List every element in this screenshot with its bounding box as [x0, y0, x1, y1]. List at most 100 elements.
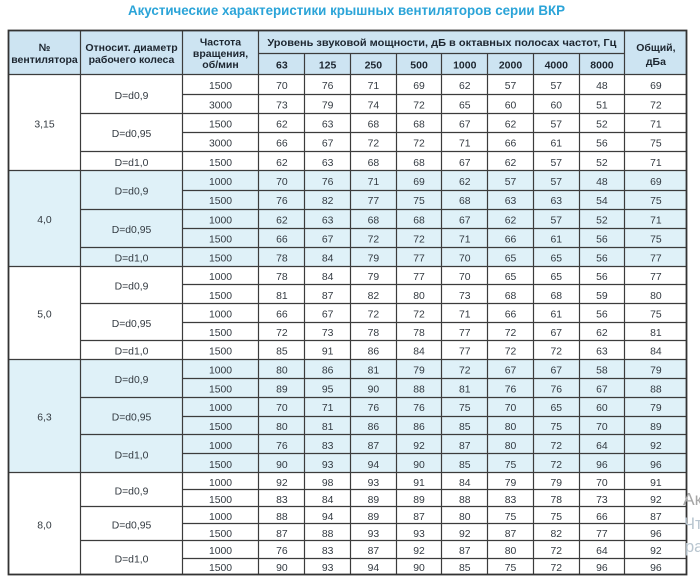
- svg-text:88: 88: [413, 384, 425, 395]
- svg-text:85: 85: [276, 347, 288, 358]
- svg-text:68: 68: [368, 158, 380, 169]
- svg-text:70: 70: [276, 403, 288, 414]
- svg-text:86: 86: [368, 347, 380, 358]
- svg-text:80: 80: [505, 546, 517, 557]
- svg-text:71: 71: [650, 215, 662, 226]
- svg-text:63: 63: [322, 158, 334, 169]
- svg-text:84: 84: [459, 478, 471, 489]
- svg-text:98: 98: [322, 478, 334, 489]
- svg-text:76: 76: [276, 546, 288, 557]
- svg-text:82: 82: [550, 529, 562, 540]
- svg-text:61: 61: [550, 234, 562, 245]
- svg-text:70: 70: [505, 403, 517, 414]
- svg-text:85: 85: [459, 460, 471, 471]
- svg-text:8000: 8000: [590, 60, 614, 72]
- svg-text:93: 93: [322, 563, 334, 574]
- svg-text:D=d0,9: D=d0,9: [115, 282, 149, 293]
- svg-text:88: 88: [276, 512, 288, 523]
- svg-text:60: 60: [505, 100, 517, 111]
- svg-text:250: 250: [365, 60, 383, 72]
- svg-text:вращения,: вращения,: [193, 48, 248, 60]
- svg-text:D=d0,95: D=d0,95: [112, 129, 152, 140]
- svg-text:66: 66: [276, 139, 288, 150]
- svg-text:70: 70: [596, 478, 608, 489]
- svg-text:57: 57: [505, 81, 517, 92]
- svg-text:93: 93: [413, 529, 425, 540]
- svg-text:56: 56: [596, 139, 608, 150]
- svg-text:91: 91: [650, 478, 662, 489]
- svg-text:62: 62: [276, 158, 288, 169]
- svg-text:3,15: 3,15: [34, 120, 54, 131]
- svg-text:90: 90: [413, 563, 425, 574]
- svg-text:93: 93: [368, 478, 380, 489]
- svg-text:95: 95: [322, 384, 334, 395]
- svg-text:84: 84: [322, 253, 334, 264]
- svg-text:72: 72: [368, 234, 380, 245]
- svg-text:D=d0,9: D=d0,9: [115, 187, 149, 198]
- svg-text:дБа: дБа: [646, 56, 666, 68]
- svg-text:67: 67: [550, 365, 562, 376]
- svg-text:83: 83: [322, 546, 334, 557]
- svg-text:89: 89: [650, 422, 662, 433]
- svg-text:96: 96: [650, 460, 662, 471]
- svg-text:об/мин: об/мин: [202, 59, 238, 71]
- svg-text:D=d0,95: D=d0,95: [112, 413, 152, 424]
- svg-text:68: 68: [368, 120, 380, 131]
- svg-text:66: 66: [276, 234, 288, 245]
- svg-text:72: 72: [459, 365, 471, 376]
- svg-text:76: 76: [413, 403, 425, 414]
- svg-text:92: 92: [459, 529, 471, 540]
- svg-text:72: 72: [550, 563, 562, 574]
- svg-text:1000: 1000: [209, 512, 232, 523]
- svg-text:D=d1,0: D=d1,0: [115, 253, 149, 264]
- svg-text:75: 75: [650, 234, 662, 245]
- svg-text:D=d0,9: D=d0,9: [115, 486, 149, 497]
- svg-text:79: 79: [550, 478, 562, 489]
- svg-text:79: 79: [322, 100, 334, 111]
- svg-text:84: 84: [322, 495, 334, 506]
- svg-text:84: 84: [322, 272, 334, 283]
- svg-text:56: 56: [596, 272, 608, 283]
- svg-text:3000: 3000: [209, 100, 232, 111]
- svg-text:71: 71: [368, 81, 380, 92]
- svg-text:1500: 1500: [209, 384, 232, 395]
- svg-text:80: 80: [413, 291, 425, 302]
- svg-text:83: 83: [322, 441, 334, 452]
- svg-text:87: 87: [459, 546, 471, 557]
- svg-text:91: 91: [413, 478, 425, 489]
- svg-text:88: 88: [459, 495, 471, 506]
- svg-text:1000: 1000: [209, 215, 232, 226]
- svg-text:61: 61: [550, 309, 562, 320]
- svg-text:78: 78: [276, 253, 288, 264]
- svg-text:D=d1,0: D=d1,0: [115, 158, 149, 169]
- svg-text:65: 65: [550, 253, 562, 264]
- svg-text:72: 72: [413, 309, 425, 320]
- svg-text:73: 73: [596, 495, 608, 506]
- svg-text:89: 89: [368, 512, 380, 523]
- svg-text:77: 77: [650, 253, 662, 264]
- svg-text:70: 70: [596, 422, 608, 433]
- svg-text:57: 57: [550, 120, 562, 131]
- svg-text:72: 72: [505, 347, 517, 358]
- svg-text:89: 89: [413, 495, 425, 506]
- svg-text:62: 62: [276, 215, 288, 226]
- svg-text:№: №: [39, 42, 51, 54]
- svg-text:D=d0,95: D=d0,95: [112, 521, 152, 532]
- svg-text:92: 92: [413, 546, 425, 557]
- svg-text:77: 77: [650, 272, 662, 283]
- svg-text:90: 90: [368, 384, 380, 395]
- svg-text:52: 52: [596, 120, 608, 131]
- svg-text:62: 62: [459, 81, 471, 92]
- svg-text:75: 75: [650, 139, 662, 150]
- svg-text:1500: 1500: [209, 460, 232, 471]
- svg-text:69: 69: [413, 177, 425, 188]
- svg-text:1000: 1000: [209, 365, 232, 376]
- svg-text:72: 72: [368, 139, 380, 150]
- svg-text:85: 85: [459, 563, 471, 574]
- svg-text:67: 67: [596, 384, 608, 395]
- svg-text:D=d1,0: D=d1,0: [115, 555, 149, 566]
- svg-text:71: 71: [459, 309, 471, 320]
- svg-text:65: 65: [550, 272, 562, 283]
- svg-text:57: 57: [550, 158, 562, 169]
- svg-text:63: 63: [505, 196, 517, 207]
